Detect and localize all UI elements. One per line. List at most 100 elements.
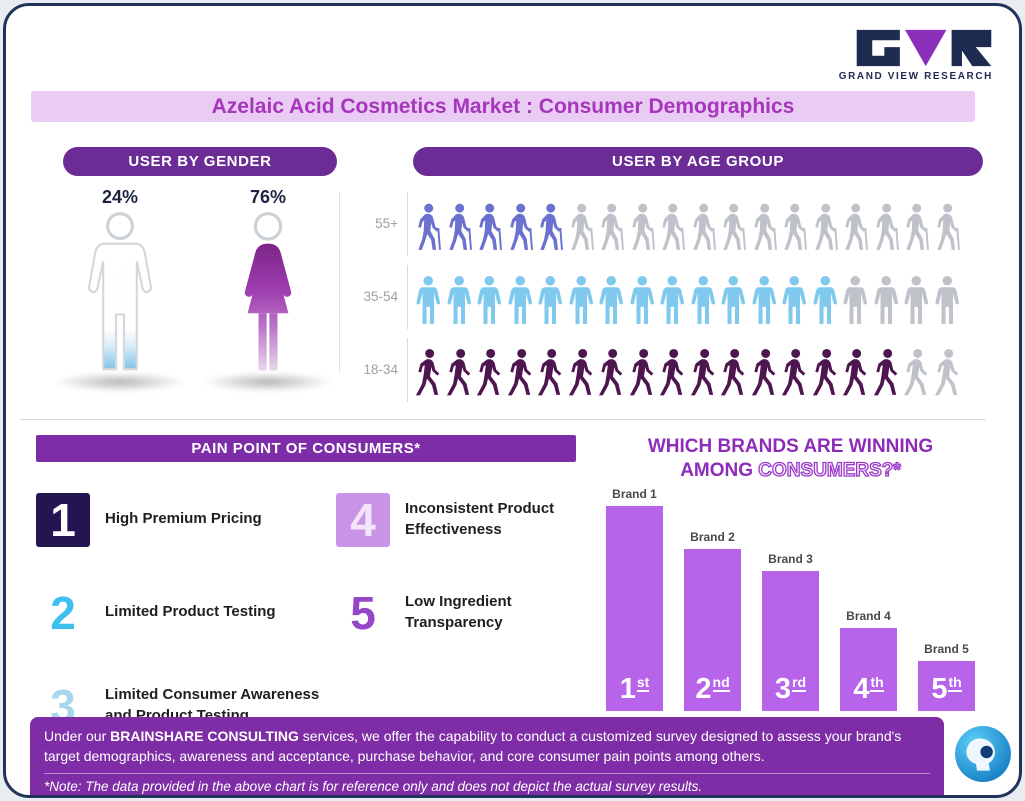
elder-person-icon	[596, 198, 627, 256]
elder-person-icon	[627, 198, 658, 256]
horizontal-divider	[20, 419, 986, 420]
walker-person-icon	[474, 344, 505, 402]
brand-rank-label: 3rd	[774, 673, 807, 705]
page-title: Azelaic Acid Cosmetics Market : Consumer…	[31, 91, 975, 122]
adult-person-icon	[718, 271, 749, 329]
brand-bar-rect: 2nd	[684, 549, 741, 711]
age-row: 18-34	[359, 333, 983, 406]
brand-bar: Brand 3 3rd	[762, 552, 819, 711]
walker-person-icon	[596, 344, 627, 402]
elder-person-icon	[566, 198, 597, 256]
age-icon-row	[407, 191, 983, 256]
elder-person-icon	[413, 198, 444, 256]
walker-person-icon	[932, 344, 963, 402]
elder-person-icon	[444, 198, 475, 256]
walker-person-icon	[749, 344, 780, 402]
infographic-card: GRAND VIEW RESEARCH Azelaic Acid Cosmeti…	[3, 3, 1022, 798]
pain-point-number: 1	[36, 492, 90, 547]
elder-person-icon	[810, 198, 841, 256]
walker-person-icon	[657, 344, 688, 402]
figure-shadow	[202, 372, 334, 392]
elder-person-icon	[657, 198, 688, 256]
adult-person-icon	[688, 271, 719, 329]
pain-point-number: 5	[336, 585, 390, 640]
brands-title-line2-prefix: AMONG	[680, 459, 759, 481]
elder-person-icon	[779, 198, 810, 256]
adult-person-icon	[840, 271, 871, 329]
brands-chart-title: WHICH BRANDS ARE WINNING AMONG CONSUMERS…	[606, 435, 975, 483]
pain-point-label: Low Ingredient Transparency	[405, 593, 512, 631]
footer-text-prefix: Under our	[44, 728, 111, 744]
adult-person-icon	[901, 271, 932, 329]
elder-person-icon	[535, 198, 566, 256]
male-figure: 24%	[54, 187, 186, 392]
female-person-icon	[244, 212, 292, 371]
pain-point-number: 4	[336, 492, 390, 547]
brand-bar-rect: 5th	[918, 661, 975, 711]
adult-person-icon	[749, 271, 780, 329]
pain-point-item: 5 Low Ingredient Transparency	[336, 566, 576, 659]
age-group-label: 55+	[375, 216, 398, 231]
adult-person-icon	[474, 271, 505, 329]
elder-person-icon	[840, 198, 871, 256]
brands-title-outline-word: CONSUMERS?*	[758, 459, 902, 481]
brand-bar-rect: 1st	[606, 506, 663, 711]
elder-person-icon	[871, 198, 902, 256]
footer-note: *Note: The data provided in the above ch…	[44, 772, 930, 794]
walker-person-icon	[627, 344, 658, 402]
brand-rank-label: 5th	[931, 673, 962, 705]
walker-person-icon	[505, 344, 536, 402]
brand-label: Brand 5	[924, 642, 969, 656]
adult-person-icon	[932, 271, 963, 329]
brands-title-line1: WHICH BRANDS ARE WINNING	[647, 436, 934, 457]
age-section-header: USER BY AGE GROUP	[413, 147, 983, 176]
footer-banner: Under our BRAINSHARE CONSULTING services…	[30, 717, 944, 795]
walker-person-icon	[718, 344, 749, 402]
age-group-label: 35-54	[363, 289, 398, 304]
brand-label: Brand 1	[612, 487, 657, 501]
adult-person-icon	[413, 271, 444, 329]
pain-points-list: 1 High Premium Pricing 2 Limited Product Te…	[36, 473, 576, 752]
brand-bar: Brand 4 4th	[840, 609, 897, 711]
walker-person-icon	[871, 344, 902, 402]
pain-point-item: 2 Limited Product Testing	[36, 566, 336, 659]
grand-view-research-logo: GRAND VIEW RESEARCH	[839, 28, 993, 82]
adult-person-icon	[566, 271, 597, 329]
age-icon-row	[407, 337, 983, 402]
figure-shadow	[54, 372, 186, 392]
brand-bar: Brand 5 5th	[918, 642, 975, 711]
pain-point-label: Inconsistent Product Effectiveness	[405, 500, 555, 538]
adult-person-icon	[627, 271, 658, 329]
adult-person-icon	[535, 271, 566, 329]
brand-rank-label: 1st	[619, 673, 650, 705]
pain-point-item: 1 High Premium Pricing	[36, 473, 336, 566]
footer-text-bold: BRAINSHARE CONSULTING	[110, 728, 299, 744]
adult-person-icon	[657, 271, 688, 329]
male-percent-label: 24%	[101, 187, 139, 207]
elder-person-icon	[505, 198, 536, 256]
gvr-logo-icon	[856, 29, 992, 67]
age-row: 55+	[359, 187, 983, 260]
walker-person-icon	[688, 344, 719, 402]
pain-point-label: Limited Product Testing	[105, 603, 276, 621]
elder-person-icon	[688, 198, 719, 256]
walker-person-icon	[901, 344, 932, 402]
brands-chart: WHICH BRANDS ARE WINNING AMONG CONSUMERS…	[606, 433, 975, 715]
gender-section-header: USER BY GENDER	[63, 147, 337, 176]
pain-point-item: 4 Inconsistent Product Effectiveness	[336, 473, 576, 566]
elder-person-icon	[749, 198, 780, 256]
vertical-divider	[339, 193, 340, 373]
walker-person-icon	[810, 344, 841, 402]
adult-person-icon	[444, 271, 475, 329]
footer-text: Under our BRAINSHARE CONSULTING services…	[44, 726, 930, 767]
age-pictograph: 55+ 35-54 18-34	[359, 187, 983, 406]
walker-person-icon	[535, 344, 566, 402]
adult-person-icon	[505, 271, 536, 329]
brand-bar-rect: 3rd	[762, 571, 819, 711]
consulting-badge-icon	[955, 726, 1011, 782]
brand-bar: Brand 1 1st	[606, 487, 663, 711]
female-percent-label: 76%	[249, 187, 287, 207]
age-group-label: 18-34	[363, 362, 398, 377]
footer-text-suffix: services, we offer the capability to con…	[44, 728, 902, 765]
bottom-section: PAIN POINT OF CONSUMERS* 1 High Premium P…	[31, 433, 975, 733]
